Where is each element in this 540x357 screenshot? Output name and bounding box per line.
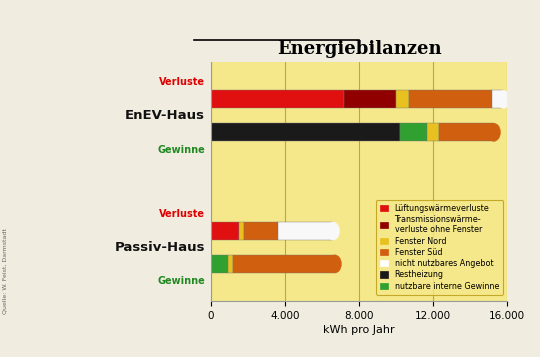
Bar [211, 255, 228, 273]
Legend: Lüftungswärmeverluste, Transmissionswärme-
verluste ohne Fenster, Fenster Nord, : Lüftungswärmeverluste, Transmissionswärm… [376, 200, 503, 295]
Bar [400, 123, 428, 141]
Ellipse shape [488, 123, 501, 141]
Text: Quelle: W. Feist, Darmstadt: Quelle: W. Feist, Darmstadt [3, 228, 8, 314]
Text: Verluste: Verluste [159, 209, 205, 219]
Bar [211, 222, 239, 240]
Bar [344, 90, 396, 109]
Bar [438, 123, 494, 141]
X-axis label: kWh pro Jahr: kWh pro Jahr [323, 325, 395, 335]
Bar [211, 90, 344, 109]
Bar [492, 90, 503, 109]
Ellipse shape [327, 222, 340, 240]
Bar [228, 255, 233, 273]
Bar [409, 90, 492, 109]
Text: Passiv-Haus: Passiv-Haus [114, 241, 205, 254]
Bar [239, 222, 245, 240]
Bar [245, 222, 278, 240]
Text: EnEV-Haus: EnEV-Haus [125, 109, 205, 122]
Bar [278, 222, 333, 240]
Bar [233, 255, 335, 273]
Title: Energiebilanzen: Energiebilanzen [276, 40, 441, 58]
Ellipse shape [497, 90, 510, 109]
Bar [211, 123, 400, 141]
Ellipse shape [328, 255, 341, 273]
Text: Verluste: Verluste [159, 77, 205, 87]
Text: Gewinne: Gewinne [157, 276, 205, 286]
Bar [396, 90, 409, 109]
Bar [428, 123, 438, 141]
Text: Gewinne: Gewinne [157, 145, 205, 155]
